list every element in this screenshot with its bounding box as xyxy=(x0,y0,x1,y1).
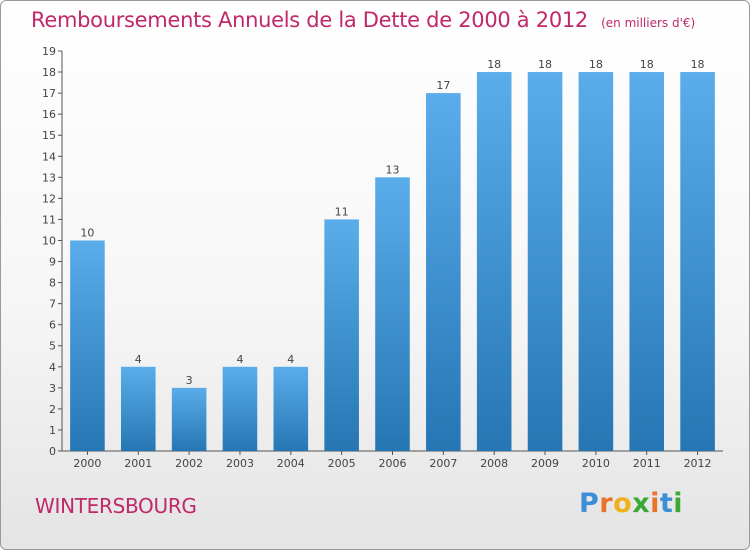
bar xyxy=(222,366,258,451)
y-tick-label: 14 xyxy=(42,150,56,163)
y-tick-label: 12 xyxy=(42,192,56,205)
bar xyxy=(171,387,207,451)
proxiti-logo: Proxiti xyxy=(579,488,683,519)
logo-letter: i xyxy=(673,488,684,519)
chart-title: Remboursements Annuels de la Dette de 20… xyxy=(31,8,588,32)
x-tick-label: 2007 xyxy=(429,457,457,470)
data-label: 4 xyxy=(135,353,142,366)
x-tick-label: 2000 xyxy=(73,457,101,470)
logo-letter: r xyxy=(599,488,614,519)
bar xyxy=(629,72,665,451)
y-tick-label: 3 xyxy=(49,382,56,395)
data-label: 18 xyxy=(538,58,552,71)
x-tick-label: 2011 xyxy=(633,457,661,470)
x-tick-label: 2012 xyxy=(684,457,712,470)
x-tick-label: 2004 xyxy=(277,457,305,470)
x-tick-label: 2005 xyxy=(328,457,356,470)
chart-header: Remboursements Annuels de la Dette de 20… xyxy=(31,8,695,32)
y-tick-label: 5 xyxy=(49,340,56,353)
y-tick-label: 10 xyxy=(42,234,56,247)
data-label: 18 xyxy=(640,58,654,71)
bar xyxy=(375,177,410,451)
bar xyxy=(273,366,309,451)
x-tick-label: 2003 xyxy=(226,457,254,470)
y-tick-label: 2 xyxy=(49,403,56,416)
y-tick-label: 9 xyxy=(49,256,56,269)
y-tick-label: 6 xyxy=(49,319,56,332)
y-tick-label: 13 xyxy=(42,171,56,184)
x-tick-label: 2010 xyxy=(582,457,610,470)
data-label: 18 xyxy=(487,58,501,71)
data-label: 17 xyxy=(436,79,450,92)
y-tick-label: 16 xyxy=(42,108,56,121)
data-label: 11 xyxy=(335,205,349,218)
y-tick-label: 1 xyxy=(49,424,56,437)
x-tick-label: 2009 xyxy=(531,457,559,470)
x-tick-label: 2006 xyxy=(379,457,407,470)
logo-letter: o xyxy=(613,488,633,519)
bar xyxy=(426,93,461,452)
x-tick-label: 2001 xyxy=(124,457,152,470)
data-label: 18 xyxy=(691,58,705,71)
data-label: 13 xyxy=(386,163,400,176)
bar xyxy=(476,72,512,451)
y-tick-label: 4 xyxy=(49,361,56,374)
chart-subtitle: (en milliers d'€) xyxy=(601,16,696,30)
bar xyxy=(324,219,359,451)
x-tick-label: 2008 xyxy=(480,457,508,470)
data-label: 4 xyxy=(236,353,243,366)
logo-letter: x xyxy=(632,488,651,519)
data-label: 3 xyxy=(186,374,193,387)
x-tick-label: 2002 xyxy=(175,457,203,470)
bar xyxy=(578,72,614,451)
logo-letter: t xyxy=(659,488,674,519)
location-name: WINTERSBOURG xyxy=(35,494,197,518)
data-label: 10 xyxy=(80,226,94,239)
y-tick-label: 8 xyxy=(49,277,56,290)
y-tick-label: 7 xyxy=(49,298,56,311)
y-tick-label: 11 xyxy=(42,213,56,226)
y-tick-label: 18 xyxy=(42,66,56,79)
bar xyxy=(70,240,105,451)
logo-letter: i xyxy=(650,488,660,519)
x-axis: 2000 2001 2002 2003 2004 2005 2006 2007 2008 2009… xyxy=(62,450,723,470)
bar xyxy=(120,366,156,451)
y-tick-label: 19 xyxy=(42,45,56,58)
bars xyxy=(70,72,715,452)
bar xyxy=(527,72,563,451)
y-tick-label: 17 xyxy=(42,87,56,100)
data-label: 18 xyxy=(589,58,603,71)
y-tick-label: 15 xyxy=(42,129,56,142)
bar xyxy=(680,72,715,451)
data-label: 4 xyxy=(287,353,294,366)
data-labels: 10 4 3 4 4 11 13 17 18 18 18 18 18 xyxy=(80,58,704,387)
logo-letter: P xyxy=(579,488,600,519)
y-tick-label: 0 xyxy=(49,445,56,458)
